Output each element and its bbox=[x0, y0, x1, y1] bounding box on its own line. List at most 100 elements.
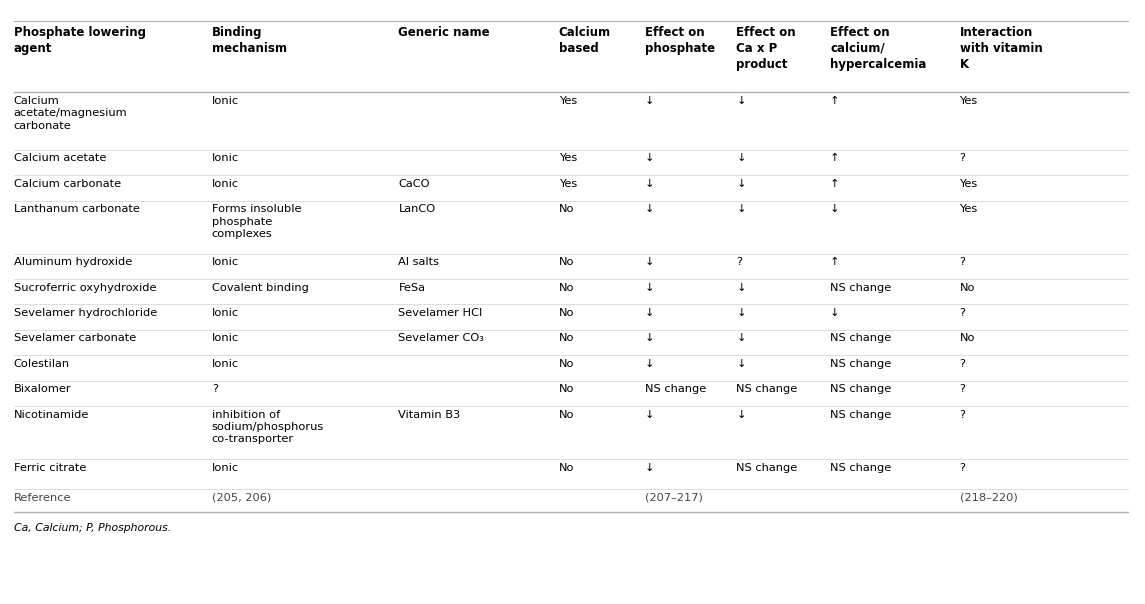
Text: NS change: NS change bbox=[830, 283, 891, 293]
Text: Calcium
acetate/magnesium
carbonate: Calcium acetate/magnesium carbonate bbox=[14, 96, 127, 131]
Text: ?: ? bbox=[212, 384, 218, 394]
Text: Yes: Yes bbox=[559, 179, 577, 189]
Text: Binding
mechanism: Binding mechanism bbox=[212, 26, 287, 55]
Text: ↓: ↓ bbox=[645, 463, 654, 473]
Text: ↓: ↓ bbox=[736, 308, 745, 318]
Text: ↓: ↓ bbox=[736, 96, 745, 106]
Text: Yes: Yes bbox=[960, 96, 978, 106]
Text: No: No bbox=[559, 204, 575, 214]
Text: NS change: NS change bbox=[830, 384, 891, 394]
Text: Ferric citrate: Ferric citrate bbox=[14, 463, 86, 473]
Text: Sevelamer carbonate: Sevelamer carbonate bbox=[14, 333, 136, 344]
Text: Effect on
Ca x P
product: Effect on Ca x P product bbox=[736, 26, 796, 71]
Text: (205, 206): (205, 206) bbox=[212, 493, 271, 503]
Text: Ionic: Ionic bbox=[212, 179, 239, 189]
Text: ↓: ↓ bbox=[736, 359, 745, 369]
Text: NS change: NS change bbox=[736, 384, 797, 394]
Text: ↓: ↓ bbox=[645, 308, 654, 318]
Text: Ionic: Ionic bbox=[212, 463, 239, 473]
Text: No: No bbox=[559, 333, 575, 344]
Text: Aluminum hydroxide: Aluminum hydroxide bbox=[14, 257, 132, 268]
Text: Al salts: Al salts bbox=[398, 257, 440, 268]
Text: ↓: ↓ bbox=[645, 283, 654, 293]
Text: Ca, Calcium; P, Phosphorous.: Ca, Calcium; P, Phosphorous. bbox=[14, 523, 171, 533]
Text: (207–217): (207–217) bbox=[645, 493, 703, 503]
Text: ↑: ↑ bbox=[830, 96, 839, 106]
Text: No: No bbox=[960, 333, 976, 344]
Text: NS change: NS change bbox=[830, 333, 891, 344]
Text: No: No bbox=[559, 410, 575, 420]
Text: ?: ? bbox=[960, 463, 965, 473]
Text: Effect on
calcium/
hypercalcemia: Effect on calcium/ hypercalcemia bbox=[830, 26, 926, 71]
Text: ↓: ↓ bbox=[645, 257, 654, 268]
Text: Yes: Yes bbox=[559, 96, 577, 106]
Text: No: No bbox=[960, 283, 976, 293]
Text: inhibition of
sodium/phosphorus
co-transporter: inhibition of sodium/phosphorus co-trans… bbox=[212, 410, 324, 445]
Text: ↓: ↓ bbox=[645, 96, 654, 106]
Text: ?: ? bbox=[960, 410, 965, 420]
Text: ↓: ↓ bbox=[830, 308, 839, 318]
Text: NS change: NS change bbox=[830, 410, 891, 420]
Text: ↓: ↓ bbox=[736, 410, 745, 420]
Text: ↓: ↓ bbox=[645, 179, 654, 189]
Text: Forms insoluble
phosphate
complexes: Forms insoluble phosphate complexes bbox=[212, 204, 301, 239]
Text: Ionic: Ionic bbox=[212, 308, 239, 318]
Text: ↓: ↓ bbox=[736, 333, 745, 344]
Text: No: No bbox=[559, 257, 575, 268]
Text: Colestilan: Colestilan bbox=[14, 359, 70, 369]
Text: Yes: Yes bbox=[960, 179, 978, 189]
Text: ↓: ↓ bbox=[645, 204, 654, 214]
Text: Yes: Yes bbox=[960, 204, 978, 214]
Text: Ionic: Ionic bbox=[212, 153, 239, 164]
Text: Sevelamer hydrochloride: Sevelamer hydrochloride bbox=[14, 308, 157, 318]
Text: No: No bbox=[559, 308, 575, 318]
Text: ?: ? bbox=[736, 257, 742, 268]
Text: ↓: ↓ bbox=[736, 204, 745, 214]
Text: Generic name: Generic name bbox=[398, 26, 490, 39]
Text: No: No bbox=[559, 384, 575, 394]
Text: ?: ? bbox=[960, 153, 965, 164]
Text: Reference: Reference bbox=[14, 493, 71, 503]
Text: ↑: ↑ bbox=[830, 153, 839, 164]
Text: No: No bbox=[559, 359, 575, 369]
Text: NS change: NS change bbox=[830, 463, 891, 473]
Text: Interaction
with vitamin
K: Interaction with vitamin K bbox=[960, 26, 1042, 71]
Text: ?: ? bbox=[960, 384, 965, 394]
Text: Sevelamer HCl: Sevelamer HCl bbox=[398, 308, 483, 318]
Text: Vitamin B3: Vitamin B3 bbox=[398, 410, 460, 420]
Text: Phosphate lowering
agent: Phosphate lowering agent bbox=[14, 26, 145, 55]
Text: Sevelamer CO₃: Sevelamer CO₃ bbox=[398, 333, 484, 344]
Text: NS change: NS change bbox=[736, 463, 797, 473]
Text: ↓: ↓ bbox=[736, 179, 745, 189]
Text: Nicotinamide: Nicotinamide bbox=[14, 410, 89, 420]
Text: ↓: ↓ bbox=[736, 283, 745, 293]
Text: LanCO: LanCO bbox=[398, 204, 435, 214]
Text: Ionic: Ionic bbox=[212, 333, 239, 344]
Text: Sucroferric oxyhydroxide: Sucroferric oxyhydroxide bbox=[14, 283, 156, 293]
Text: Calcium acetate: Calcium acetate bbox=[14, 153, 106, 164]
Text: Ionic: Ionic bbox=[212, 359, 239, 369]
Text: Covalent binding: Covalent binding bbox=[212, 283, 309, 293]
Text: NS change: NS change bbox=[645, 384, 705, 394]
Text: NS change: NS change bbox=[830, 359, 891, 369]
Text: (218–220): (218–220) bbox=[960, 493, 1017, 503]
Text: Lanthanum carbonate: Lanthanum carbonate bbox=[14, 204, 140, 214]
Text: Effect on
phosphate: Effect on phosphate bbox=[645, 26, 714, 55]
Text: ?: ? bbox=[960, 308, 965, 318]
Text: CaCO: CaCO bbox=[398, 179, 431, 189]
Text: Calcium carbonate: Calcium carbonate bbox=[14, 179, 121, 189]
Text: ↓: ↓ bbox=[830, 204, 839, 214]
Text: ↓: ↓ bbox=[645, 153, 654, 164]
Text: Yes: Yes bbox=[559, 153, 577, 164]
Text: Ionic: Ionic bbox=[212, 257, 239, 268]
Text: ↓: ↓ bbox=[736, 153, 745, 164]
Text: ↓: ↓ bbox=[645, 410, 654, 420]
Text: Ionic: Ionic bbox=[212, 96, 239, 106]
Text: Bixalomer: Bixalomer bbox=[14, 384, 71, 394]
Text: ?: ? bbox=[960, 359, 965, 369]
Text: No: No bbox=[559, 463, 575, 473]
Text: Calcium
based: Calcium based bbox=[559, 26, 611, 55]
Text: ↑: ↑ bbox=[830, 179, 839, 189]
Text: ?: ? bbox=[960, 257, 965, 268]
Text: ↑: ↑ bbox=[830, 257, 839, 268]
